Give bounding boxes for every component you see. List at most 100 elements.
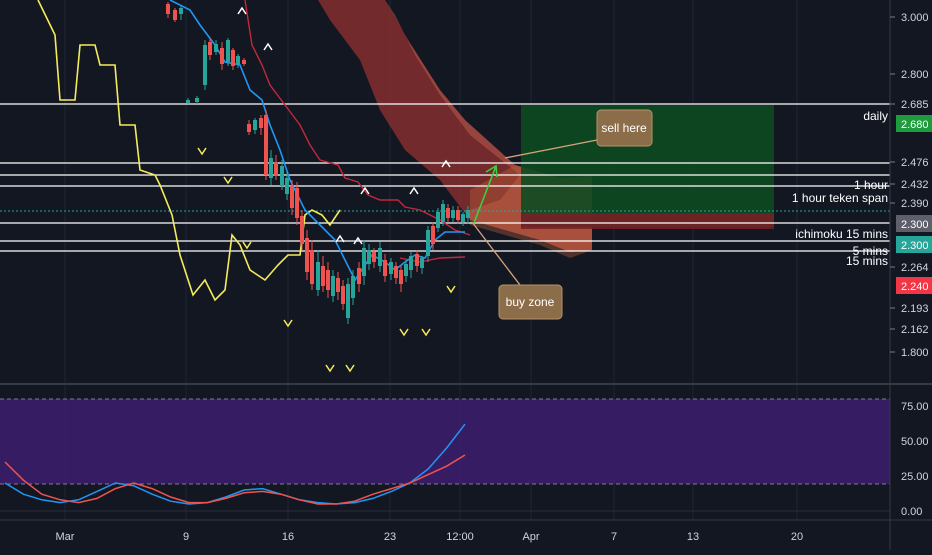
fractal-down-marker bbox=[446, 285, 456, 294]
time-tick-label: 12:00 bbox=[446, 531, 474, 543]
oscillator-lines bbox=[4, 423, 466, 505]
price-badge bbox=[896, 236, 932, 253]
candle-body bbox=[389, 262, 393, 274]
fractal-down-marker bbox=[325, 364, 335, 373]
candle-body bbox=[186, 100, 190, 103]
price-tick-label: 2.264 bbox=[901, 262, 929, 274]
candle-body bbox=[236, 56, 240, 64]
candle-body bbox=[173, 10, 177, 20]
candle-body bbox=[290, 186, 294, 208]
candle-body bbox=[451, 210, 455, 218]
candle-body bbox=[446, 208, 450, 218]
price-tick-label: 2.162 bbox=[901, 324, 929, 336]
price-tick-label: 1.800 bbox=[901, 347, 929, 359]
red-kijun-line bbox=[244, 0, 471, 236]
price-tick-label: 2.432 bbox=[901, 179, 929, 191]
price-badges: 2.680 2.300 2.300 2.240 bbox=[896, 115, 932, 294]
candle-body bbox=[399, 270, 403, 284]
fractal-up-marker bbox=[409, 186, 419, 195]
label-1hour-teken: 1 hour teken span bbox=[792, 191, 888, 205]
candle-body bbox=[357, 268, 361, 284]
oscillator-band bbox=[0, 399, 890, 484]
candle-body bbox=[372, 252, 376, 262]
candle-body bbox=[394, 266, 398, 278]
fractal-down-marker bbox=[197, 147, 207, 156]
fractal-down-marker bbox=[283, 319, 293, 328]
oscillator-series-line bbox=[4, 423, 466, 505]
annotation-buy-text: buy zone bbox=[506, 295, 555, 309]
fractal-down-marker bbox=[345, 364, 355, 373]
fractal-up-marker bbox=[353, 236, 363, 245]
annotation-buy[interactable]: buy zone bbox=[471, 221, 563, 320]
fractal-down-marker bbox=[421, 328, 431, 337]
annotation-sell-text: sell here bbox=[601, 121, 647, 135]
candle-body bbox=[346, 284, 350, 318]
time-tick-label: 23 bbox=[384, 531, 396, 543]
price-tick-label: 2.685 bbox=[901, 99, 929, 111]
candle-body bbox=[259, 118, 263, 128]
yellow-price-line bbox=[37, 0, 341, 302]
candle-body bbox=[242, 60, 246, 64]
candle-body bbox=[269, 158, 273, 178]
candle-body bbox=[415, 254, 419, 266]
time-tick-label: 7 bbox=[611, 531, 617, 543]
fractal-up-marker bbox=[263, 42, 273, 51]
candle-body bbox=[426, 230, 430, 256]
label-5mins: 5 mins bbox=[853, 244, 888, 258]
fractal-up-marker bbox=[441, 159, 451, 168]
candle-body bbox=[367, 250, 371, 264]
candle-body bbox=[253, 120, 257, 130]
candle-body bbox=[316, 262, 320, 290]
price-badge bbox=[896, 215, 932, 232]
label-1hour: 1 hour bbox=[854, 178, 888, 192]
price-tick-label: 2.193 bbox=[901, 303, 929, 315]
candle-body bbox=[179, 8, 183, 14]
oscillator-axis[interactable]: 75.00 50.00 25.00 0.00 bbox=[901, 401, 929, 518]
candle-body bbox=[295, 188, 299, 218]
stop-loss-box bbox=[521, 213, 774, 229]
fractal-down-marker bbox=[242, 241, 252, 250]
fractal-up-marker bbox=[335, 234, 345, 243]
candle-body bbox=[441, 204, 445, 222]
candle-body bbox=[331, 276, 335, 296]
candle-body bbox=[247, 124, 251, 132]
oscillator-tick-label: 75.00 bbox=[901, 401, 929, 413]
candle-body bbox=[420, 258, 424, 268]
candle-body bbox=[208, 42, 212, 55]
price-tick-label: 2.476 bbox=[901, 157, 929, 169]
fractal-down-marker bbox=[223, 176, 233, 185]
candle-body bbox=[300, 216, 304, 244]
candle-body bbox=[326, 270, 330, 290]
price-tick-label: 2.390 bbox=[901, 198, 929, 210]
time-tick-label: 20 bbox=[791, 531, 803, 543]
oscillator-tick-label: 50.00 bbox=[901, 436, 929, 448]
time-tick-label: 9 bbox=[183, 531, 189, 543]
price-badge-label: 2.300 bbox=[901, 219, 929, 231]
label-daily: daily bbox=[863, 109, 888, 123]
annotation-sell[interactable]: sell here bbox=[504, 109, 653, 159]
time-tick-label: 16 bbox=[282, 531, 294, 543]
price-axis[interactable]: 3.000 2.800 2.685 2.476 2.432 2.390 2.264 2.193… bbox=[890, 12, 929, 359]
candle-body bbox=[436, 212, 440, 228]
fractal-down-marker bbox=[399, 328, 409, 337]
fractal-up-marker bbox=[237, 6, 247, 15]
candle-body bbox=[336, 278, 340, 292]
price-badge-label: 2.680 bbox=[901, 119, 929, 131]
candle-body bbox=[456, 210, 460, 220]
candle-body bbox=[310, 250, 314, 284]
candle-body bbox=[461, 214, 465, 222]
label-ichimoku: ichimoku 15 mins bbox=[795, 227, 888, 241]
candles bbox=[166, 2, 470, 324]
fractal-markers bbox=[197, 6, 456, 373]
price-tick-label: 2.800 bbox=[901, 69, 929, 81]
oscillator-tick-label: 25.00 bbox=[901, 471, 929, 483]
oscillator-tick-label: 0.00 bbox=[901, 506, 922, 518]
time-axis[interactable]: Mar 9 16 23 12:00 Apr 7 13 20 bbox=[56, 531, 804, 543]
price-badge bbox=[896, 277, 932, 294]
candle-body bbox=[274, 162, 278, 176]
candle-body bbox=[166, 4, 170, 14]
candle-body bbox=[195, 98, 199, 102]
candle-body bbox=[383, 260, 387, 276]
